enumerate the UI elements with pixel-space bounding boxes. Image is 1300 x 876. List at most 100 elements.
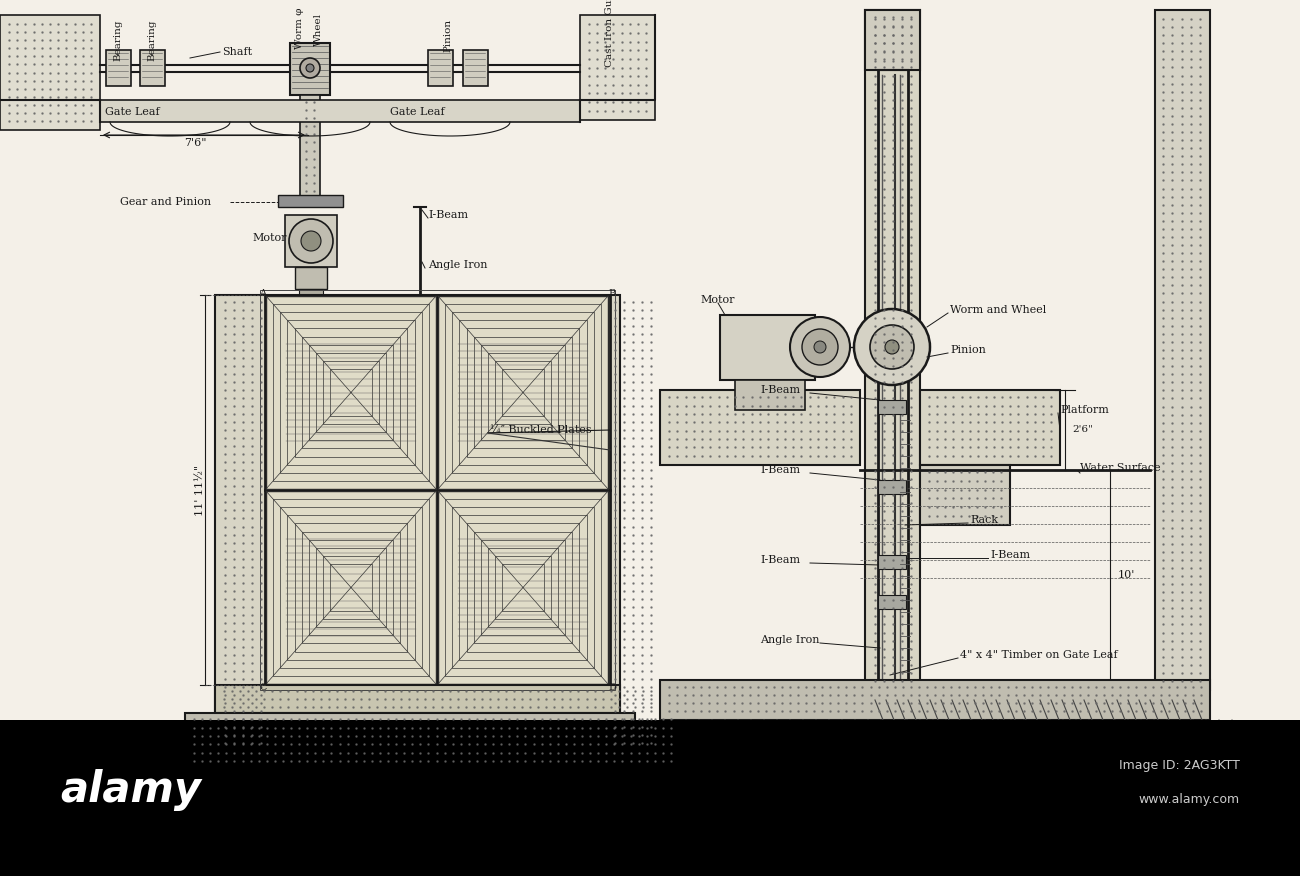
Bar xyxy=(467,524,580,652)
Bar xyxy=(878,595,906,609)
Bar xyxy=(273,499,429,676)
Bar xyxy=(878,480,906,494)
Bar xyxy=(266,296,436,489)
Bar xyxy=(473,336,572,449)
Bar xyxy=(428,50,452,86)
Text: D: D xyxy=(608,682,616,691)
Text: 11' 11½": 11' 11½" xyxy=(195,464,205,516)
Bar xyxy=(920,390,1060,465)
Circle shape xyxy=(814,341,826,353)
Bar xyxy=(660,680,1210,720)
Bar xyxy=(878,555,906,569)
Bar xyxy=(214,295,620,750)
Text: 10': 10' xyxy=(1118,570,1135,580)
Text: Shaft: Shaft xyxy=(222,47,252,57)
Bar xyxy=(266,296,436,489)
Bar xyxy=(473,532,572,644)
Text: 2'6": 2'6" xyxy=(1072,426,1093,434)
Bar xyxy=(295,328,407,456)
Bar xyxy=(445,304,601,481)
Bar xyxy=(864,10,920,690)
Bar xyxy=(266,491,436,684)
Bar xyxy=(438,296,608,489)
Text: C: C xyxy=(259,682,266,691)
Text: Gate Leaf: Gate Leaf xyxy=(105,107,160,117)
Text: Water Surface: Water Surface xyxy=(1080,463,1161,473)
Polygon shape xyxy=(870,700,1210,760)
Text: Image ID: 2AG3KTT: Image ID: 2AG3KTT xyxy=(1119,759,1240,772)
Bar xyxy=(295,524,407,652)
Bar xyxy=(309,540,393,635)
Circle shape xyxy=(300,58,320,78)
Bar xyxy=(300,95,320,200)
Text: alamy: alamy xyxy=(60,769,202,811)
Text: Bearing: Bearing xyxy=(147,19,156,60)
Circle shape xyxy=(790,317,850,377)
Circle shape xyxy=(302,231,321,251)
Bar xyxy=(1154,10,1210,690)
Bar xyxy=(287,515,415,660)
Text: I-Beam: I-Beam xyxy=(428,210,468,220)
Text: Pinion: Pinion xyxy=(950,345,985,355)
Bar xyxy=(495,556,551,619)
Text: 7'6": 7'6" xyxy=(183,138,207,148)
Text: Gear and Pinion: Gear and Pinion xyxy=(120,197,211,207)
Text: B: B xyxy=(608,288,616,298)
Bar xyxy=(266,491,436,684)
Text: Worm and Wheel: Worm and Wheel xyxy=(950,305,1046,315)
Bar xyxy=(580,15,655,120)
Circle shape xyxy=(289,219,333,263)
Bar xyxy=(309,344,393,441)
Bar xyxy=(502,564,543,611)
Bar xyxy=(452,507,594,668)
Bar xyxy=(265,295,610,685)
Bar xyxy=(324,361,378,424)
Text: Worm φ: Worm φ xyxy=(295,7,304,49)
Text: A: A xyxy=(260,288,266,298)
Bar xyxy=(488,548,558,627)
Bar xyxy=(281,312,421,473)
Bar xyxy=(878,400,906,414)
Text: Angle Iron: Angle Iron xyxy=(428,260,488,270)
Text: 4" x 4" Timber on Gate Leaf: 4" x 4" Timber on Gate Leaf xyxy=(959,650,1118,660)
Bar xyxy=(273,304,429,481)
Bar xyxy=(324,556,378,619)
Polygon shape xyxy=(734,380,805,415)
Bar xyxy=(107,50,131,86)
Bar xyxy=(660,390,861,465)
Bar xyxy=(459,515,586,660)
Bar xyxy=(260,290,615,690)
Circle shape xyxy=(854,309,930,385)
Bar xyxy=(438,491,608,684)
Bar xyxy=(495,361,551,424)
Circle shape xyxy=(802,329,838,365)
Text: Angle Iron: Angle Iron xyxy=(760,635,819,645)
Text: I-Beam: I-Beam xyxy=(760,465,800,475)
Bar xyxy=(290,43,330,95)
Bar xyxy=(488,353,558,432)
Bar xyxy=(459,321,586,464)
Text: Bearing: Bearing xyxy=(113,19,122,60)
Text: Wheel: Wheel xyxy=(313,13,322,46)
Text: I-Beam: I-Beam xyxy=(760,555,800,565)
Bar xyxy=(0,15,100,130)
Bar xyxy=(0,720,1300,876)
Text: Platform: Platform xyxy=(1060,405,1109,415)
Bar xyxy=(481,344,566,441)
Bar xyxy=(920,465,1010,525)
Bar xyxy=(281,507,421,668)
Bar xyxy=(299,289,322,299)
Circle shape xyxy=(885,340,900,354)
Text: Rack: Rack xyxy=(970,515,998,525)
Bar xyxy=(463,50,488,86)
Bar xyxy=(445,499,601,676)
Text: I-Beam: I-Beam xyxy=(760,385,800,395)
Bar xyxy=(438,296,608,489)
Bar xyxy=(278,195,343,207)
Bar xyxy=(295,267,328,289)
Bar xyxy=(330,369,372,416)
Bar xyxy=(438,491,608,684)
Bar xyxy=(316,353,386,432)
Bar xyxy=(864,10,920,70)
Text: Motor: Motor xyxy=(699,295,734,305)
